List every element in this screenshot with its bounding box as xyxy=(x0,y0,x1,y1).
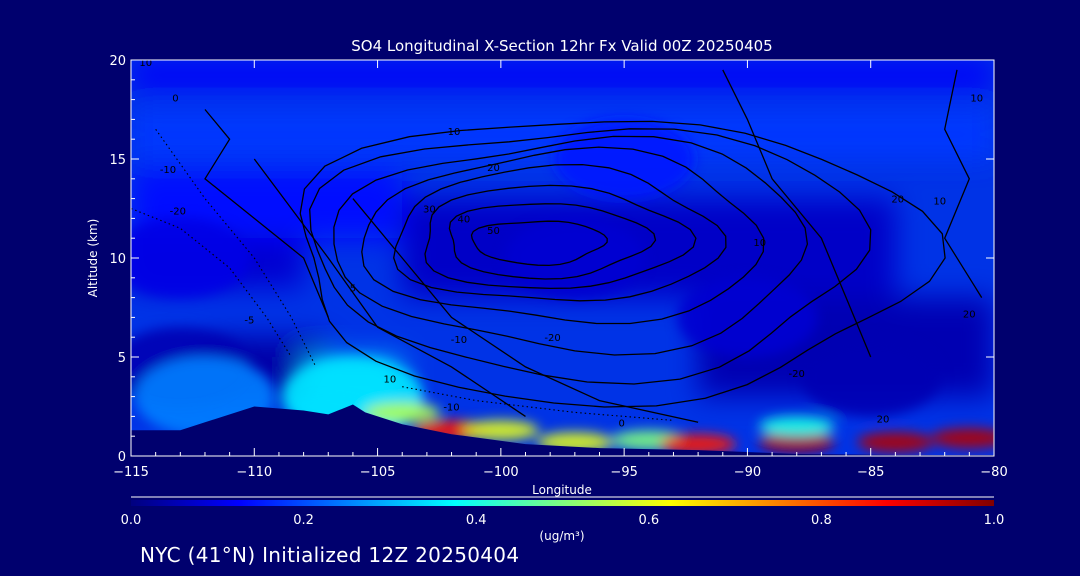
contour-label: 10 xyxy=(933,197,946,208)
field-point xyxy=(758,432,835,453)
field-point xyxy=(364,402,441,423)
contour-label: -5 xyxy=(244,315,254,326)
field-point xyxy=(800,336,941,417)
contour-ring xyxy=(448,203,657,280)
field-point xyxy=(660,434,737,455)
contour-line xyxy=(352,198,699,423)
field-band xyxy=(131,60,994,90)
contour-label: 20 xyxy=(877,414,890,425)
contour-lines xyxy=(204,69,983,423)
colorbar-units: (ug/m³) xyxy=(539,529,584,543)
y-tick-label: 15 xyxy=(109,153,126,168)
contour-label: 10 xyxy=(139,58,152,69)
contour-label: 30 xyxy=(423,205,436,216)
contour-label: 40 xyxy=(458,214,471,225)
contour-label: 10 xyxy=(384,375,397,386)
contour-label: 50 xyxy=(487,226,500,237)
colorbar-tick-label: 0.2 xyxy=(293,513,314,528)
dotted-contour xyxy=(155,128,317,368)
contour-ring xyxy=(299,120,946,408)
x-tick-label: −100 xyxy=(483,465,519,480)
colorbar xyxy=(131,500,994,506)
field-point xyxy=(857,432,934,453)
x-tick-label: −105 xyxy=(360,465,396,480)
contour-label: 10 xyxy=(448,127,461,138)
contour-label: -10 xyxy=(451,335,467,346)
field-point xyxy=(131,218,251,298)
field-point xyxy=(504,218,645,298)
contour-label: -20 xyxy=(789,369,805,380)
colorbar-tick-label: 1.0 xyxy=(984,513,1005,528)
colorbar-tick-label: 0.8 xyxy=(811,513,832,528)
contour-label: 20 xyxy=(487,163,500,174)
y-tick-label: 20 xyxy=(109,54,126,69)
dotted-contour xyxy=(131,207,292,358)
negative-contours xyxy=(131,128,674,421)
y-axis: 0 5 10 15 20 xyxy=(109,54,994,465)
colorbar-tick-label: 0.0 xyxy=(121,513,142,528)
y-tick-label: 5 xyxy=(118,351,126,366)
contour-label: 0 xyxy=(172,94,178,105)
x-axis-label: Longitude xyxy=(532,483,592,497)
field-point xyxy=(931,428,994,449)
contour-ring xyxy=(309,128,872,385)
colorbar-tick-label: 0.4 xyxy=(466,513,487,528)
contour-ring xyxy=(424,184,697,290)
contour-label: -10 xyxy=(443,403,459,414)
x-axis: −115 −110 −105 −100 −95 −90 −85 −80 xyxy=(113,60,1008,480)
contour-label: 5 xyxy=(350,284,356,295)
terrain xyxy=(131,404,994,456)
colorbar-ticks: 0.0 0.2 0.4 0.6 0.8 1.0 xyxy=(121,513,1005,528)
x-tick-label: −85 xyxy=(857,465,884,480)
footer-caption: NYC (41°N) Initialized 12Z 20250404 xyxy=(140,543,520,567)
contour-ring xyxy=(470,220,608,267)
field-point xyxy=(462,420,539,441)
contour-line xyxy=(204,109,329,318)
field-point xyxy=(677,277,818,358)
contour-line xyxy=(943,69,983,298)
x-tick-label: −110 xyxy=(236,465,272,480)
chart-title: SO4 Longitudinal X-Section 12hr Fx Valid… xyxy=(351,37,772,55)
contour-label: 20 xyxy=(963,309,976,320)
x-tick-label: −80 xyxy=(980,465,1007,480)
contour-ring xyxy=(393,163,727,302)
contour-ring xyxy=(361,146,765,325)
contour-line xyxy=(722,69,872,358)
contour-label: -20 xyxy=(544,333,560,344)
x-tick-label: −90 xyxy=(734,465,761,480)
contour-ring xyxy=(333,135,809,356)
concentration-field xyxy=(131,119,994,456)
x-tick-label: −115 xyxy=(113,465,149,480)
contour-label: 10 xyxy=(753,238,766,249)
contour-label: 10 xyxy=(970,94,983,105)
contour-label: 0 xyxy=(619,418,625,429)
contour-label: -10 xyxy=(160,165,176,176)
y-tick-label: 10 xyxy=(109,252,126,267)
field-point xyxy=(758,416,835,437)
colorbar-tick-label: 0.6 xyxy=(638,513,659,528)
contour-label: 20 xyxy=(891,195,904,206)
y-axis-label: Altitude (km) xyxy=(86,219,100,298)
contour-line xyxy=(253,158,526,417)
contour-label: -20 xyxy=(170,206,186,217)
x-tick-label: −95 xyxy=(610,465,637,480)
y-tick-label: 0 xyxy=(118,450,126,465)
